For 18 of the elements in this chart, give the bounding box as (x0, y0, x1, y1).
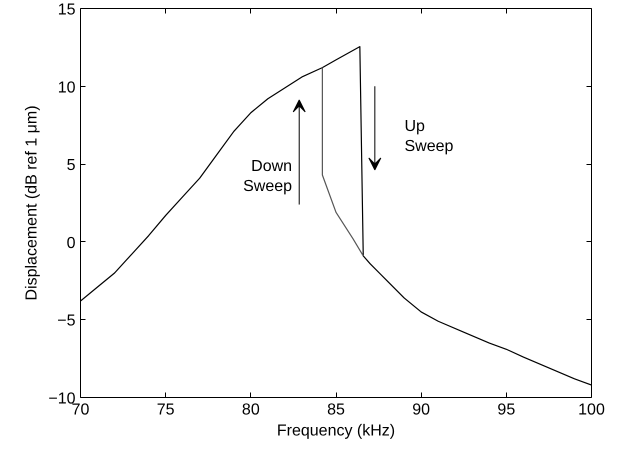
y-axis-title: Displacement (dB ref 1 μm) (23, 105, 40, 301)
y-tick-label: 10 (58, 79, 76, 96)
annotation: Down Sweep (243, 158, 292, 196)
y-tick-label: 0 (66, 234, 76, 252)
x-axis-title: Frequency (kHz) (276, 422, 396, 440)
x-tick-label: 90 (412, 402, 430, 418)
line-series (80, 46, 592, 386)
x-tick-label: 95 (497, 402, 516, 418)
x-tick-label: 80 (242, 402, 260, 418)
y-tick-label: −10 (48, 390, 76, 408)
y-tick-label: 15 (58, 2, 76, 18)
x-tick-label: 100 (578, 402, 605, 418)
x-tick-label: 75 (156, 402, 175, 418)
x-tick-label: 85 (327, 402, 345, 418)
annotation: Up Sweep (404, 118, 454, 156)
y-tick-label: −5 (57, 312, 76, 330)
line-series (322, 67, 364, 257)
y-tick-label: 5 (66, 157, 76, 174)
